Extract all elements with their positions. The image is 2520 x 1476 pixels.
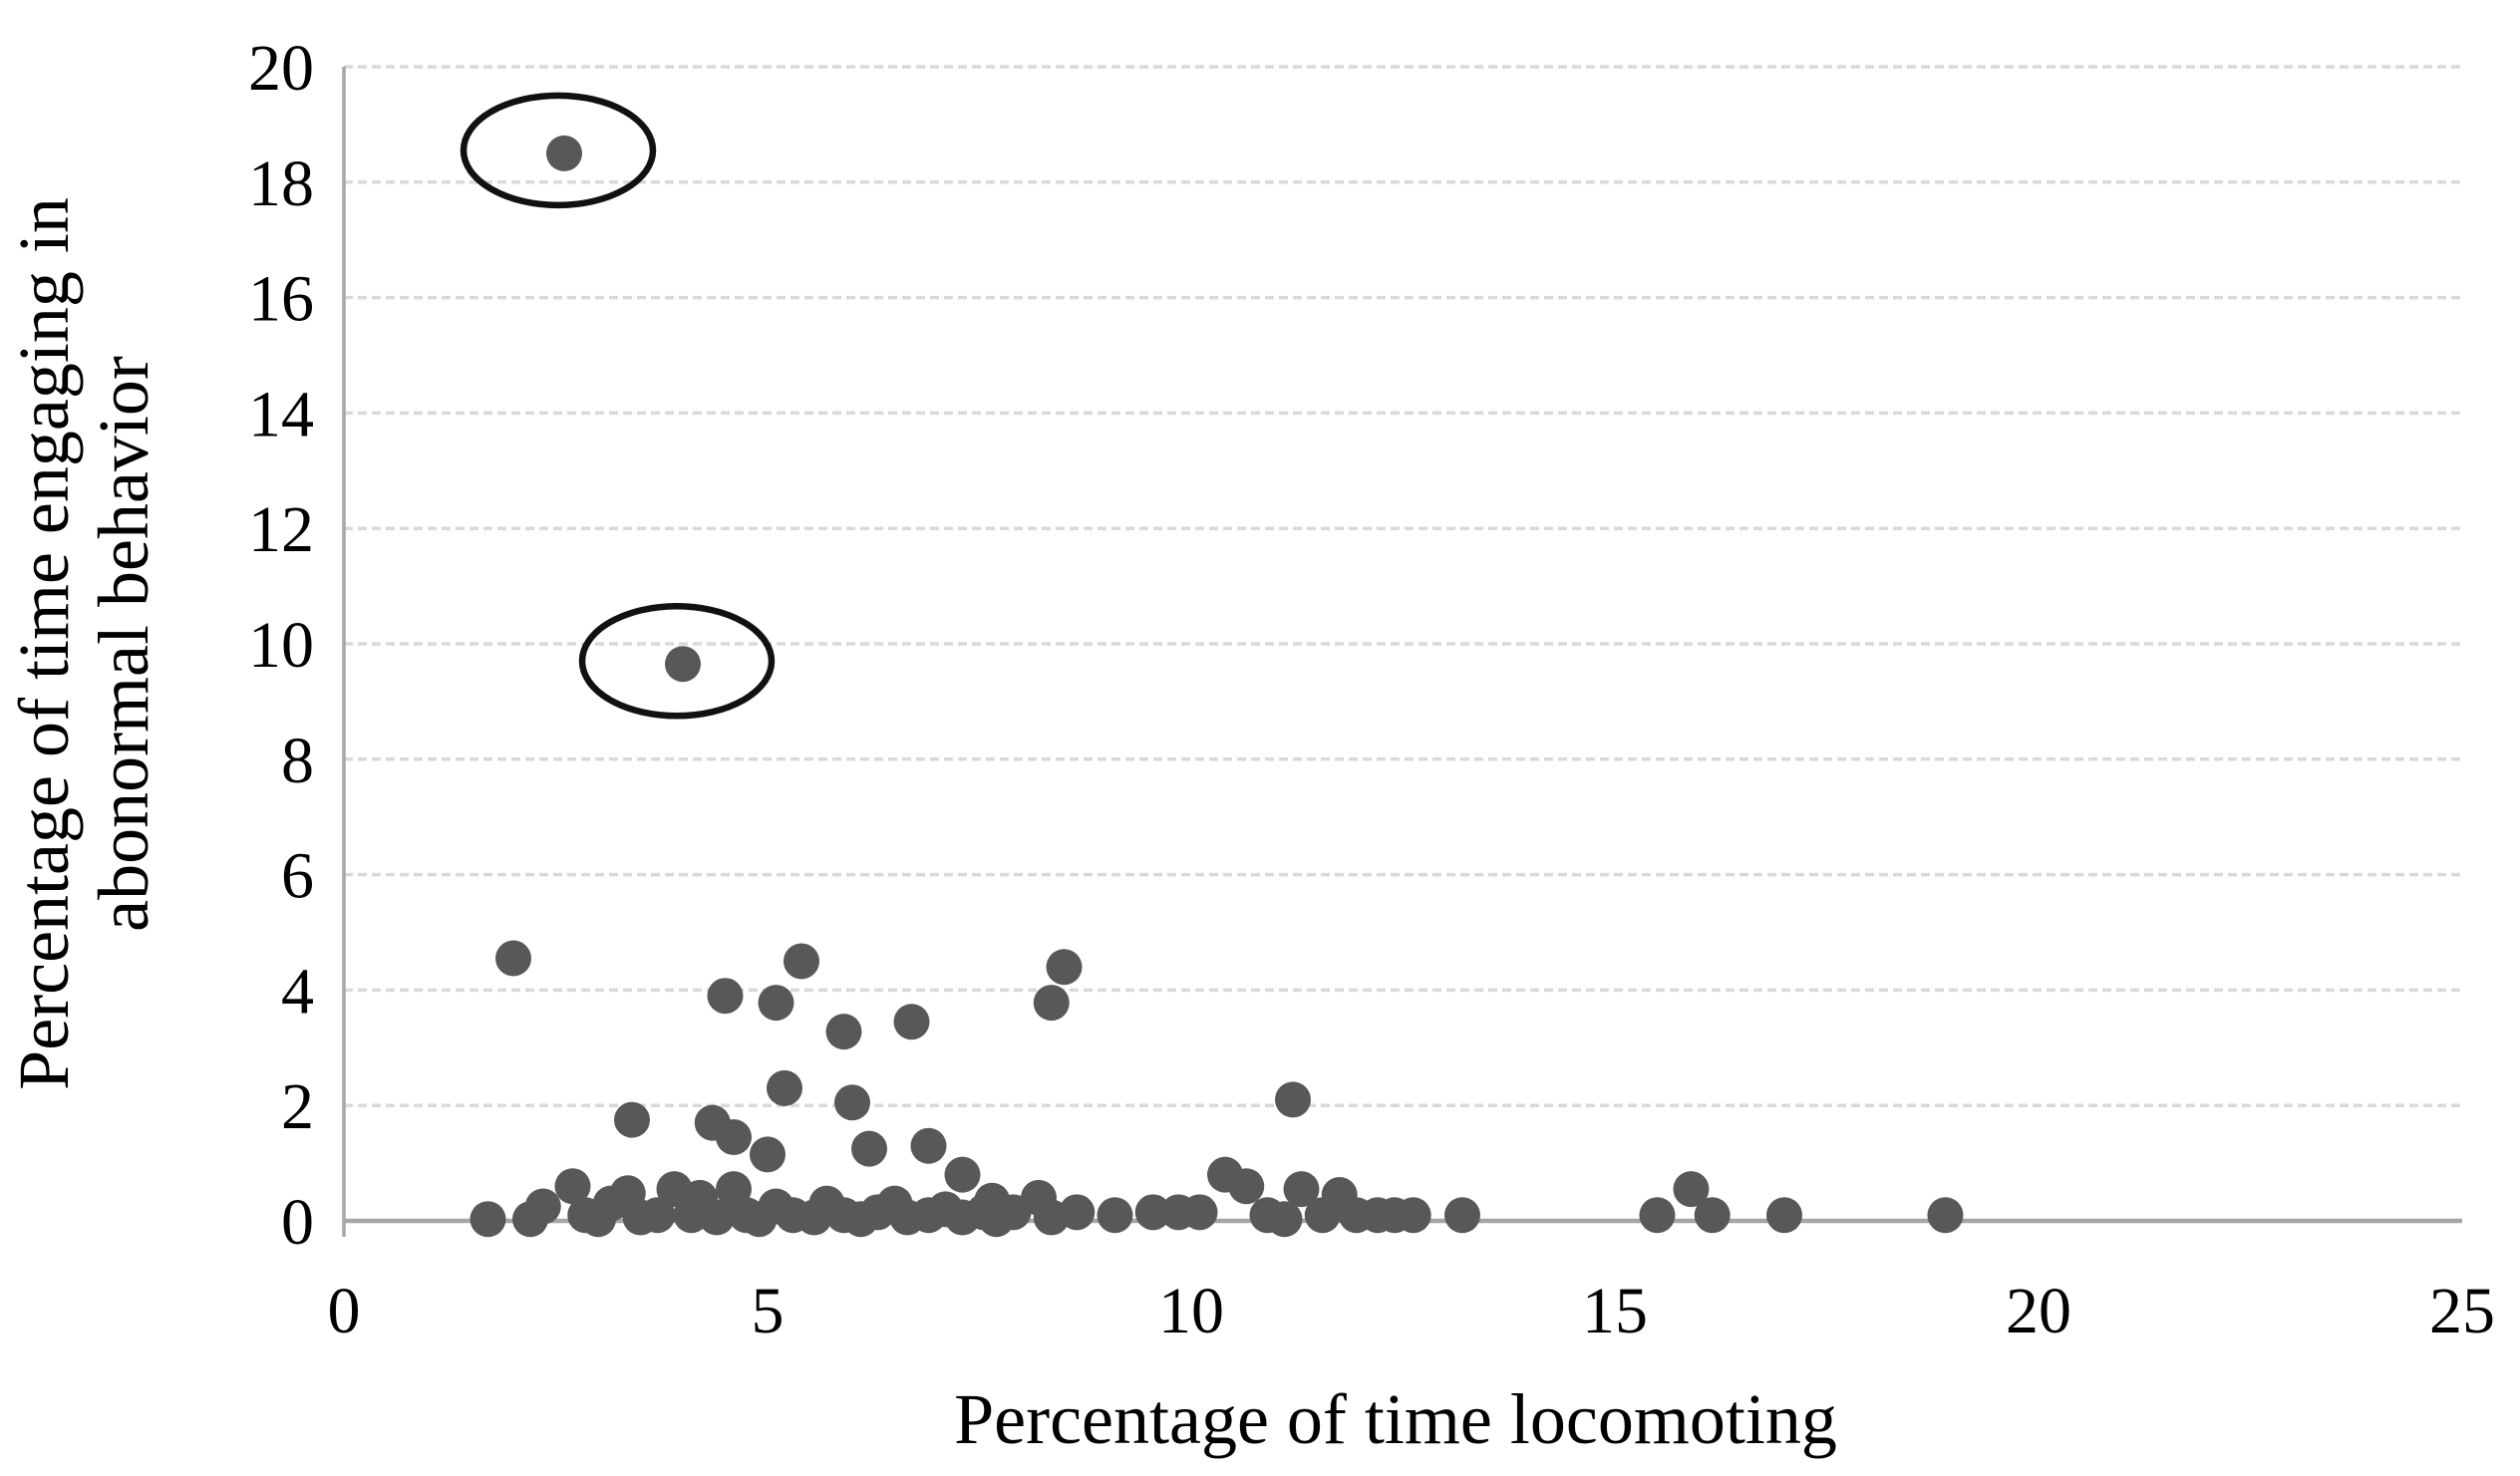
y-tick-label: 18 — [248, 148, 314, 220]
outlier-data-point — [665, 646, 701, 683]
y-tick-label: 2 — [281, 1070, 314, 1143]
data-point — [1673, 1171, 1710, 1208]
y-tick-label: 8 — [281, 725, 314, 797]
outlier-data-point — [546, 135, 582, 171]
data-point — [741, 1201, 778, 1238]
y-tick-label: 12 — [248, 493, 314, 566]
data-point — [1304, 1197, 1341, 1234]
data-point — [622, 1199, 659, 1236]
data-point — [750, 1136, 786, 1173]
data-point — [707, 978, 744, 1015]
data-point — [1766, 1197, 1802, 1234]
data-point — [716, 1119, 752, 1156]
y-tick-label: 4 — [281, 955, 314, 1028]
data-point — [1694, 1197, 1731, 1234]
x-tick-label: 5 — [752, 1275, 785, 1347]
data-point — [795, 1199, 832, 1236]
plot-area: 0 5 10 15 20 25 0 2 4 6 8 10 12 14 16 18 20 — [248, 32, 2495, 1347]
data-point — [758, 985, 794, 1022]
y-axis-title-line-1: Percentage of time engaging in — [4, 197, 84, 1090]
data-point — [1275, 1081, 1311, 1118]
data-point — [1046, 949, 1083, 986]
data-point — [1033, 1199, 1070, 1236]
data-point — [893, 1004, 930, 1040]
data-point — [825, 1014, 862, 1050]
data-point — [889, 1199, 926, 1236]
data-point — [1266, 1201, 1303, 1238]
data-point — [1444, 1197, 1480, 1234]
data-point — [699, 1199, 735, 1236]
x-tick-label: 15 — [1582, 1275, 1648, 1347]
data-point — [1395, 1197, 1431, 1234]
data-point — [470, 1201, 506, 1238]
x-tick-label: 25 — [2429, 1275, 2495, 1347]
data-point — [1181, 1194, 1218, 1231]
data-point — [580, 1201, 616, 1238]
x-tick-label: 10 — [1158, 1275, 1224, 1347]
data-point — [1228, 1168, 1265, 1205]
data-point — [784, 943, 819, 980]
y-tick-label: 14 — [248, 378, 314, 450]
y-axis-title-line-2: abonormal behavior — [84, 356, 163, 932]
outlier-circle-annotation — [578, 603, 776, 720]
data-point — [851, 1130, 887, 1167]
y-tick-label: 16 — [248, 263, 314, 336]
data-point — [944, 1156, 981, 1193]
y-tick-label: 6 — [281, 840, 314, 913]
y-tick-label: 10 — [248, 609, 314, 682]
data-point — [767, 1069, 802, 1106]
data-point — [910, 1127, 947, 1164]
data-point — [614, 1101, 650, 1138]
data-point — [944, 1199, 981, 1236]
data-point — [495, 940, 531, 977]
y-tick-label: 20 — [248, 32, 314, 105]
data-point — [512, 1201, 548, 1238]
data-point — [1639, 1197, 1676, 1234]
data-point — [1097, 1197, 1133, 1234]
data-point — [1134, 1194, 1171, 1231]
y-tick-label: 0 — [281, 1186, 314, 1259]
data-point — [1033, 985, 1070, 1022]
outlier-circle-annotation — [460, 92, 657, 209]
x-tick-label: 20 — [2006, 1275, 2071, 1347]
data-point — [1927, 1197, 1964, 1234]
data-point — [834, 1084, 870, 1121]
data-point — [1283, 1171, 1320, 1208]
x-axis-title: Percentage of time locomoting — [954, 1379, 1837, 1459]
x-tick-label: 0 — [328, 1275, 361, 1347]
data-point — [842, 1201, 879, 1238]
data-point — [554, 1168, 591, 1205]
data-point — [978, 1201, 1015, 1238]
